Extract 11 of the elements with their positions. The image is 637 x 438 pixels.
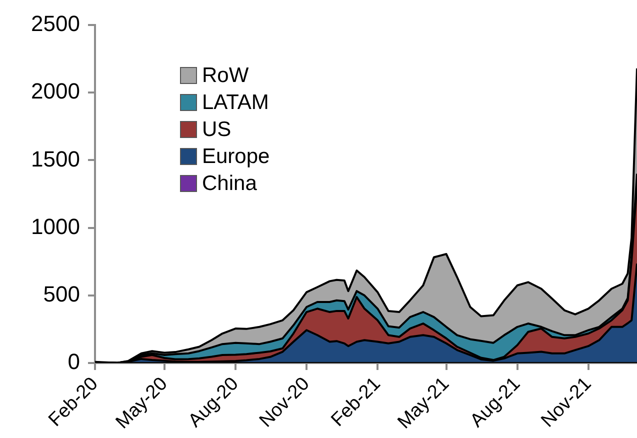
y-tick-label: 1000 <box>31 214 80 239</box>
y-tick-label: 500 <box>43 281 80 306</box>
legend-label: China <box>202 171 257 197</box>
legend-label: LATAM <box>202 90 269 116</box>
legend-label: US <box>202 117 232 143</box>
legend-label: Europe <box>202 144 270 170</box>
y-tick-label: 2000 <box>31 78 80 104</box>
legend-label: RoW <box>202 63 249 89</box>
y-tick-label: 1500 <box>31 146 80 172</box>
y-tick-label: 0 <box>68 349 80 374</box>
y-tick-label: 2500 <box>31 11 80 36</box>
